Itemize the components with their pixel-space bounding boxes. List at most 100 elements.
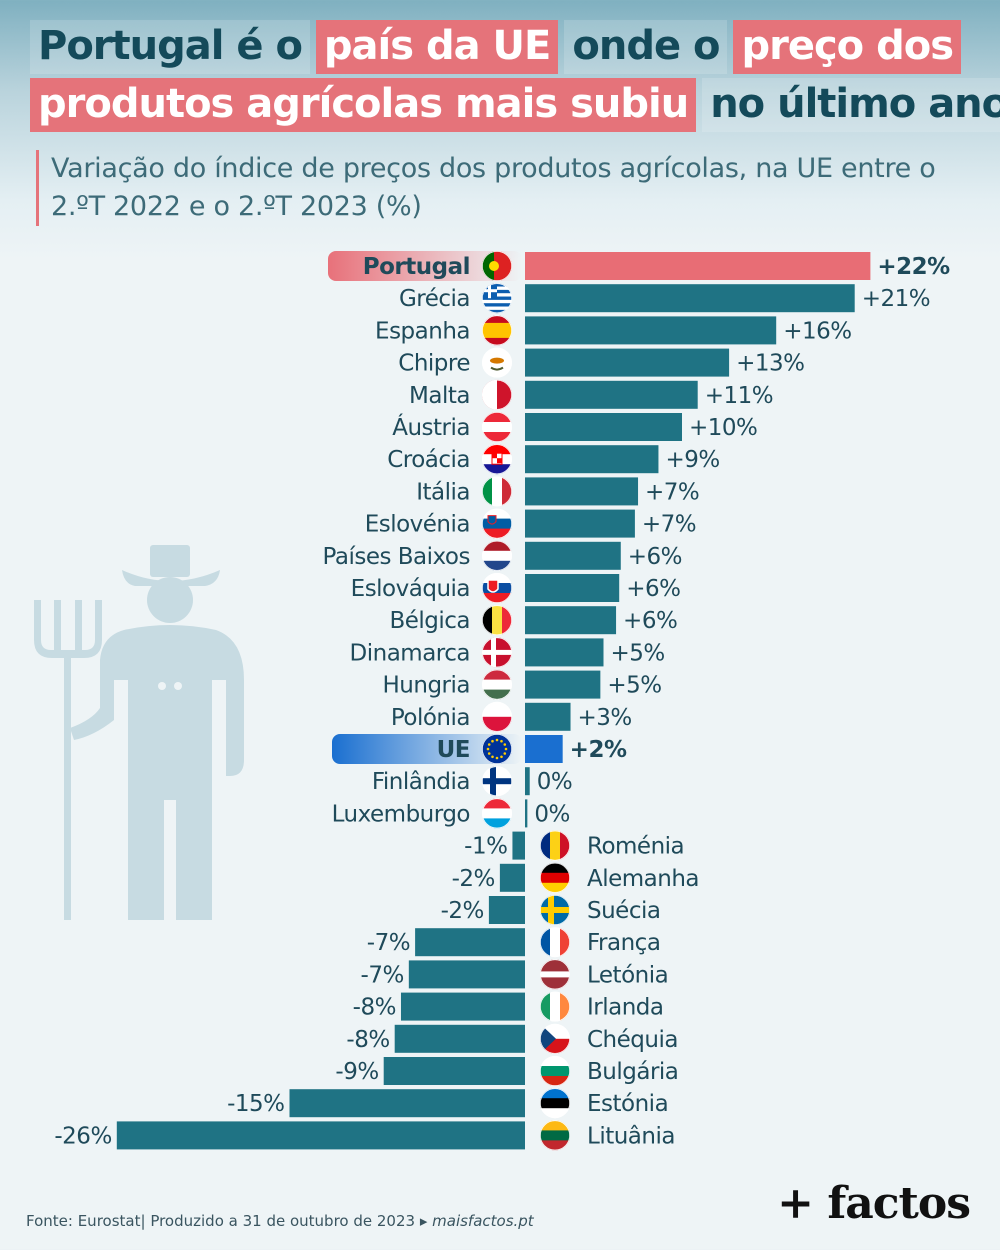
bar: [525, 735, 563, 763]
ireland-flag-icon: [540, 991, 570, 1022]
data-label: 0%: [534, 801, 570, 827]
category-label: UE: [437, 737, 470, 763]
bar: [408, 960, 525, 989]
data-label: -9%: [335, 1059, 378, 1085]
data-label: -7%: [361, 962, 404, 988]
category-label: França: [587, 930, 660, 956]
category-label: Malta: [409, 383, 470, 409]
data-label: -8%: [346, 1027, 389, 1053]
category-label: Itália: [416, 479, 470, 505]
data-label: +22%: [877, 254, 950, 280]
malta-flag-icon: [482, 379, 512, 410]
farmer-illustration: [34, 545, 244, 920]
category-label: Chéquia: [587, 1027, 678, 1053]
title-highlight: país da UE: [315, 20, 559, 74]
data-label: +7%: [642, 512, 696, 538]
category-label: Bulgária: [587, 1059, 678, 1085]
footer-arrow-icon: ▸: [419, 1212, 428, 1230]
category-label: Polónia: [391, 705, 470, 731]
bar: [116, 1121, 526, 1150]
bar: [394, 1024, 525, 1053]
bar: [525, 670, 601, 699]
bar: [499, 863, 525, 892]
data-label: +13%: [736, 351, 804, 377]
romania-flag-icon: [540, 830, 570, 861]
category-label: Lituânia: [587, 1123, 675, 1149]
title-text: Portugal é o: [30, 20, 310, 74]
czechia-flag-icon: [540, 1023, 570, 1054]
footer-source: Fonte: Eurostat: [26, 1212, 141, 1230]
bar: [525, 348, 730, 377]
chart-subtitle: Variação do índice de preços dos produto…: [36, 150, 981, 226]
category-label: Eslováquia: [351, 576, 470, 602]
data-label: +10%: [689, 415, 757, 441]
category-label: Croácia: [387, 447, 470, 473]
category-label: Finlândia: [372, 769, 470, 795]
category-label: Letónia: [587, 962, 668, 988]
title-line: Portugal é o país da UE onde o preço dos: [30, 18, 980, 76]
latvia-flag-icon: [540, 959, 570, 990]
highlight-pill: [332, 734, 522, 764]
bar: [525, 509, 635, 538]
category-label: Eslovénia: [365, 512, 470, 538]
cyprus-flag-icon: [482, 347, 512, 378]
netherlands-flag-icon: [482, 540, 512, 571]
category-label: Irlanda: [587, 995, 664, 1021]
data-label: -26%: [54, 1123, 111, 1149]
footer-site: maisfactos.pt: [432, 1212, 534, 1230]
bar: [512, 831, 525, 860]
category-label: Hungria: [383, 673, 471, 699]
bar: [525, 638, 604, 667]
bar: [289, 1089, 525, 1118]
spain-flag-icon: [482, 315, 512, 346]
data-label: +21%: [862, 286, 930, 312]
italy-flag-icon: [482, 476, 512, 507]
factos-logo: + factos: [777, 1178, 971, 1229]
luxembourg-flag-icon: [482, 798, 512, 829]
data-label: +3%: [578, 705, 632, 731]
data-label: +11%: [705, 383, 773, 409]
bar: [525, 445, 659, 474]
category-label: Bélgica: [389, 608, 470, 634]
chart-title: Portugal é o país da UE onde o preço dos pro…: [30, 18, 1000, 134]
portugal-flag-icon: [482, 251, 512, 281]
bar: [525, 574, 620, 602]
bar: [525, 380, 698, 409]
bar: [525, 316, 777, 345]
bar: [525, 767, 530, 796]
denmark-flag-icon: [482, 637, 512, 668]
data-label: -2%: [452, 866, 495, 892]
category-label: Grécia: [399, 286, 470, 312]
bar: [400, 992, 525, 1021]
data-label: -1%: [464, 834, 507, 860]
hungary-flag-icon: [482, 669, 512, 700]
bulgaria-flag-icon: [540, 1056, 570, 1086]
category-label: Luxemburgo: [332, 801, 470, 827]
belgium-flag-icon: [482, 605, 512, 636]
data-label: +16%: [783, 318, 851, 344]
data-label: -2%: [441, 898, 484, 924]
data-label: +6%: [623, 608, 677, 634]
data-label: +5%: [611, 640, 665, 666]
data-label: -8%: [353, 995, 396, 1021]
data-label: +7%: [645, 479, 699, 505]
eu-flag-icon: [482, 734, 512, 764]
category-label: Portugal: [363, 254, 470, 280]
category-label: Países Baixos: [323, 544, 470, 570]
finland-flag-icon: [482, 766, 512, 797]
data-label: -7%: [367, 930, 410, 956]
title-highlight: preço dos: [733, 20, 962, 74]
sweden-flag-icon: [540, 895, 570, 925]
data-label: +6%: [628, 544, 682, 570]
austria-flag-icon: [482, 412, 512, 442]
slovenia-flag-icon: [482, 508, 512, 539]
highlight-pill: [328, 251, 522, 281]
bar: [525, 252, 871, 280]
footer: Fonte: Eurostat| Produzido a 31 de outub…: [26, 1212, 534, 1230]
estonia-flag-icon: [540, 1088, 570, 1119]
category-label: Chipre: [398, 351, 470, 377]
bar: [488, 896, 525, 924]
data-label: 0%: [537, 769, 573, 795]
title-text: no último ano: [702, 78, 1000, 132]
title-line: produtos agrícolas mais subiu no último a…: [30, 76, 1000, 134]
